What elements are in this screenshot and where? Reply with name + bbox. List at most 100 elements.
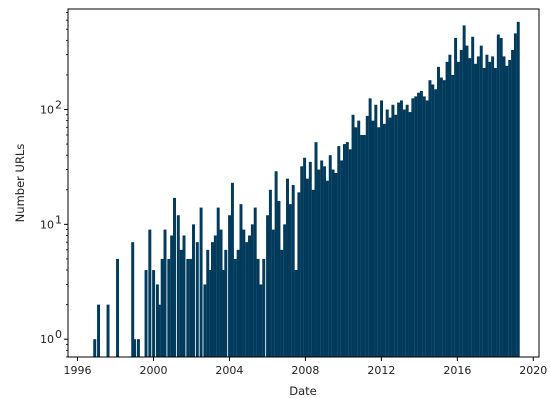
bar (371, 120, 375, 357)
bar (360, 134, 364, 357)
bar (482, 67, 486, 358)
bar (239, 204, 243, 357)
bar (414, 96, 418, 358)
bar (242, 229, 246, 357)
bar (192, 224, 195, 357)
bar (311, 189, 315, 357)
bar (144, 270, 148, 357)
bar (268, 189, 272, 357)
bar (405, 104, 409, 357)
bar (176, 215, 180, 357)
bar (288, 204, 292, 357)
bar (385, 109, 389, 357)
y-axis-label: Number URLs (13, 144, 27, 223)
bar (408, 112, 412, 357)
bar (297, 192, 301, 357)
bar (308, 161, 312, 357)
plot-frame (67, 8, 540, 358)
bar (116, 258, 120, 357)
bar (291, 185, 295, 357)
bar (328, 155, 332, 357)
bar (182, 235, 186, 357)
bar (148, 229, 152, 357)
bar (417, 92, 421, 357)
x-tick-label: 2020 (519, 364, 547, 377)
x-axis-label: Date (289, 384, 317, 398)
bar (222, 270, 226, 357)
bar (213, 235, 217, 357)
y-tick-exponent: 0 (55, 328, 62, 341)
bar (248, 235, 251, 357)
bar (382, 123, 386, 357)
bar (502, 56, 506, 358)
bar (454, 37, 458, 358)
bar (348, 149, 352, 357)
bar (280, 249, 284, 357)
bar (331, 169, 335, 357)
bar (499, 37, 503, 358)
bar (209, 270, 213, 357)
bar (230, 182, 234, 357)
bar (448, 54, 452, 357)
bar (422, 96, 426, 358)
bar (431, 84, 435, 358)
bar (303, 157, 307, 357)
bar (294, 270, 298, 357)
bar (451, 74, 455, 358)
bar (163, 229, 167, 357)
bar (337, 146, 341, 357)
bar (334, 173, 338, 357)
bar (259, 284, 263, 357)
bar (323, 166, 327, 357)
bar (442, 80, 446, 358)
bar (437, 66, 440, 357)
bar (189, 258, 193, 357)
bar (325, 180, 329, 357)
bar (377, 127, 381, 357)
x-tick-label: 2000 (139, 364, 167, 377)
x-tick-label: 1996 (63, 364, 91, 377)
bar (491, 56, 495, 358)
bar (351, 114, 355, 357)
x-tick-label: 2008 (291, 364, 319, 377)
bar (419, 90, 423, 357)
bar (320, 160, 324, 357)
bar (136, 339, 140, 357)
y-tick-exponent: 1 (55, 213, 62, 226)
bar (445, 61, 449, 358)
bar (508, 59, 512, 358)
bar (286, 178, 289, 357)
bar (397, 102, 401, 357)
bar (488, 61, 492, 358)
bar (262, 258, 266, 357)
bar (439, 77, 443, 358)
bar (97, 304, 101, 357)
bar (402, 109, 406, 357)
bar (266, 215, 270, 357)
bar (173, 197, 176, 357)
bar (516, 21, 520, 357)
bar (391, 104, 395, 357)
y-tick-base: 10 (40, 104, 54, 117)
bar (211, 242, 214, 357)
y-tick-base: 10 (40, 218, 54, 231)
bar (283, 224, 287, 357)
bar (368, 98, 372, 358)
bar (496, 34, 500, 357)
bar (374, 104, 378, 357)
bar (340, 160, 344, 357)
bar (399, 100, 403, 357)
bar (425, 100, 429, 357)
bar (505, 65, 509, 357)
bar (479, 45, 483, 358)
bar (314, 142, 318, 357)
bar (152, 270, 156, 357)
bar (195, 242, 199, 357)
bar (476, 56, 480, 358)
y-tick-base: 10 (40, 333, 54, 346)
bar (493, 67, 497, 358)
x-tick-label: 2016 (443, 364, 471, 377)
bar (256, 258, 260, 357)
bar (362, 134, 366, 357)
